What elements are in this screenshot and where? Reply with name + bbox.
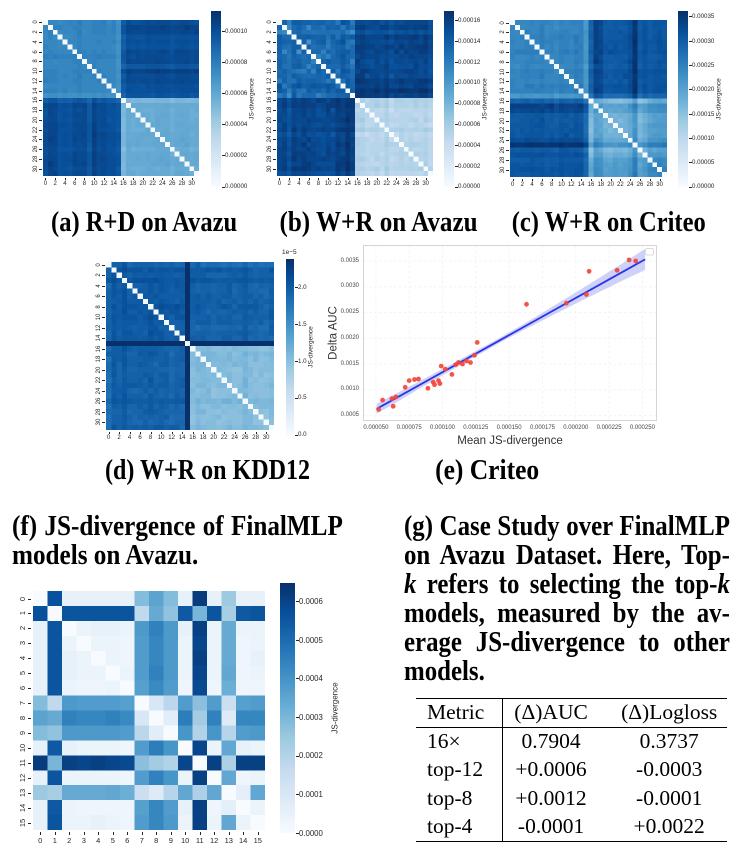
svg-text:JS-divergence: JS-divergence <box>482 78 489 120</box>
svg-text:JS-divergence: JS-divergence <box>249 78 256 120</box>
svg-text:Delta AUC: Delta AUC <box>327 306 339 360</box>
svg-text:JS-divergence: JS-divergence <box>308 326 315 368</box>
svg-text:JS-divergence: JS-divergence <box>331 682 340 734</box>
svg-text:JS-divergence: JS-divergence <box>716 78 723 120</box>
